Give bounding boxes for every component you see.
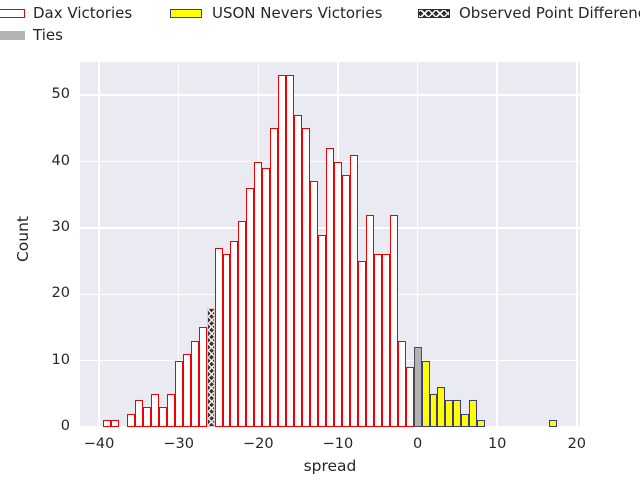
y-tick-label: 20 [51, 285, 70, 302]
histogram-bar [246, 188, 255, 427]
histogram-bar [214, 247, 223, 427]
y-tick-label: 0 [60, 418, 70, 434]
gridline [98, 62, 100, 427]
histogram-bar [405, 367, 414, 427]
histogram-bar [286, 75, 295, 427]
histogram-bar [333, 161, 342, 427]
histogram-bar [142, 407, 151, 427]
histogram-bar [429, 393, 438, 427]
histogram-bar [262, 168, 271, 427]
histogram-bar [397, 340, 406, 427]
observed-point-difference-swatch [418, 9, 450, 18]
histogram-bar [278, 75, 287, 427]
histogram-bar [166, 393, 175, 427]
histogram-bar [150, 393, 159, 427]
gridline [80, 94, 580, 96]
histogram-bar [270, 128, 279, 427]
histogram-bar [381, 254, 390, 427]
uson-nevers-swatch [170, 9, 202, 18]
gridline [576, 62, 578, 427]
histogram-bar [158, 407, 167, 427]
legend-label: USON Nevers Victories [212, 4, 383, 22]
x-axis-label: spread [303, 457, 357, 475]
histogram-bar [206, 307, 215, 427]
histogram-bar [326, 148, 334, 427]
dax-victories-swatch [0, 9, 25, 18]
y-tick-label: 10 [51, 351, 70, 368]
histogram-bar [357, 261, 366, 427]
y-tick-label: 50 [51, 86, 70, 103]
ties-swatch [0, 31, 25, 40]
histogram-bar [222, 254, 231, 427]
histogram-bar [302, 128, 311, 427]
legend-label: Dax Victories [33, 4, 133, 22]
legend-label: Ties [33, 26, 63, 44]
x-tick-label: 20 [567, 436, 587, 452]
y-tick-label: 40 [51, 152, 70, 169]
plot-area [80, 62, 580, 427]
gridline [416, 62, 419, 427]
histogram-bar [254, 161, 263, 427]
histogram-bar [341, 174, 350, 427]
histogram-bar [469, 400, 478, 427]
histogram-bar [190, 340, 199, 427]
histogram-bar [198, 327, 207, 427]
histogram-bar [349, 154, 358, 427]
gridline [178, 62, 180, 427]
histogram-bar [365, 214, 374, 427]
histogram-bar [126, 413, 135, 427]
x-tick-label: 10 [487, 436, 507, 452]
histogram-bar [548, 420, 557, 427]
histogram-bar [174, 360, 183, 427]
legend-label: Observed Point Difference [459, 4, 640, 22]
histogram-bar [103, 420, 112, 427]
gridline [496, 62, 498, 427]
histogram-bar [310, 181, 319, 427]
histogram-bar [461, 413, 470, 427]
histogram-bar [437, 387, 446, 427]
histogram-bar [389, 214, 398, 427]
histogram-bar [477, 420, 486, 427]
x-tick-label: −40 [83, 436, 115, 452]
x-tick-label: −10 [322, 436, 354, 452]
histogram-bar [373, 254, 382, 427]
histogram-bar [453, 400, 462, 427]
histogram-bar [445, 400, 454, 427]
histogram-bar [111, 420, 119, 427]
y-tick-label: 30 [51, 218, 70, 235]
x-tick-label: −30 [163, 436, 195, 452]
histogram-bar [421, 360, 430, 427]
histogram-bar [238, 221, 247, 427]
histogram-bar [230, 241, 239, 427]
x-tick-label: −20 [243, 436, 274, 452]
x-tick-label: 0 [412, 436, 423, 452]
histogram-bar [318, 234, 326, 427]
histogram-bar [413, 347, 422, 427]
y-axis-label: Count [14, 216, 32, 263]
histogram-bar [134, 400, 143, 427]
histogram-bar [182, 354, 191, 427]
histogram-bar [294, 115, 303, 427]
